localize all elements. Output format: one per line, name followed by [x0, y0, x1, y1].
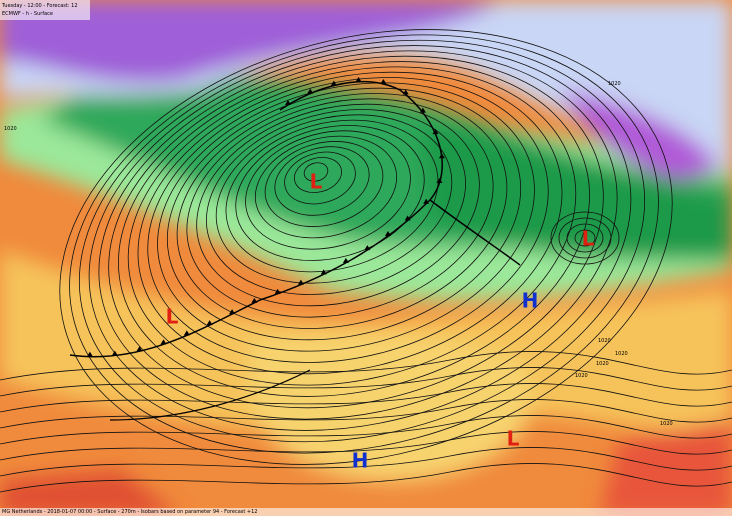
isobar [284, 151, 356, 205]
front-symbol [136, 346, 143, 352]
front-symbol [206, 320, 213, 326]
isobar [574, 229, 596, 247]
isobar [98, 50, 618, 420]
isobar [274, 146, 370, 216]
front-symbol [438, 153, 445, 159]
front-symbol [355, 76, 362, 82]
header-box [0, 0, 90, 20]
front-symbol [380, 79, 387, 85]
front-symbol [111, 350, 118, 356]
isobar [206, 109, 466, 295]
isobar [235, 125, 425, 261]
front-symbol [330, 80, 337, 86]
pressure-center: H [522, 289, 539, 313]
isobar-label: 1020 [608, 81, 621, 87]
isobar [0, 415, 732, 445]
front-symbol [320, 269, 327, 275]
header-line: Tuesday - 12:00 - Forecast: 12 [1, 3, 78, 9]
pressure-center: H [352, 449, 369, 473]
isobar [0, 399, 732, 429]
front-symbol [432, 129, 439, 135]
isobar [0, 367, 732, 397]
trailing-front [109, 369, 311, 421]
isobar [0, 431, 732, 461]
front-symbol [284, 99, 291, 105]
isobar [550, 211, 620, 265]
pressure-center: L [310, 170, 323, 194]
isobar [0, 383, 732, 413]
occluded-front [429, 199, 521, 266]
isobar [558, 217, 612, 259]
front-symbol [436, 177, 443, 183]
isobar [118, 61, 590, 397]
footer-box [0, 508, 732, 516]
isobar [176, 93, 508, 329]
isobar [147, 77, 549, 363]
isobar-label: 1020 [596, 361, 609, 367]
front-symbol [402, 89, 409, 95]
front-symbol [404, 215, 411, 221]
isobar [127, 66, 577, 386]
isobar [0, 447, 732, 477]
isobar-label: 1020 [660, 421, 673, 427]
front-symbol [229, 309, 236, 315]
isobar [0, 351, 732, 381]
front-symbol [342, 257, 349, 263]
pressure-center: L [507, 427, 520, 451]
front-symbol [274, 288, 281, 294]
front-symbol [297, 279, 304, 285]
isobar-label: 1020 [615, 351, 628, 357]
pressure-center: L [166, 305, 179, 329]
front-symbol [384, 230, 391, 236]
pressure-center: L [582, 227, 595, 251]
isobar-label: 1020 [598, 338, 611, 344]
front-symbol [86, 351, 93, 357]
isobar-label: 1020 [575, 373, 588, 379]
isobar [88, 45, 632, 431]
front-symbol [183, 330, 190, 336]
isobar [215, 114, 453, 284]
front-symbol [160, 339, 167, 345]
isobar-label: 1020 [4, 126, 17, 132]
header-line: ECMWF - h - Surface [2, 11, 53, 17]
isobar [254, 135, 398, 239]
isobar [196, 103, 480, 307]
isobar [303, 162, 329, 182]
front-symbol [419, 107, 426, 113]
front-symbol [251, 297, 258, 303]
isobar [225, 119, 439, 273]
isobar [294, 157, 342, 193]
isobar [0, 463, 732, 493]
isobar [59, 29, 673, 465]
isobar [78, 39, 646, 443]
front-symbol [307, 88, 314, 94]
isobar [264, 141, 384, 227]
footer: MG Netherlands - 2018-01-07 00:00 - Surf… [2, 509, 257, 515]
isobar [566, 223, 604, 253]
isobar [108, 55, 604, 409]
front-symbol [423, 198, 430, 204]
isobar [245, 130, 411, 250]
front-symbol [364, 245, 371, 251]
isobar [69, 34, 659, 454]
isobar [186, 98, 494, 318]
isobar [166, 87, 522, 341]
isobar [137, 71, 563, 375]
